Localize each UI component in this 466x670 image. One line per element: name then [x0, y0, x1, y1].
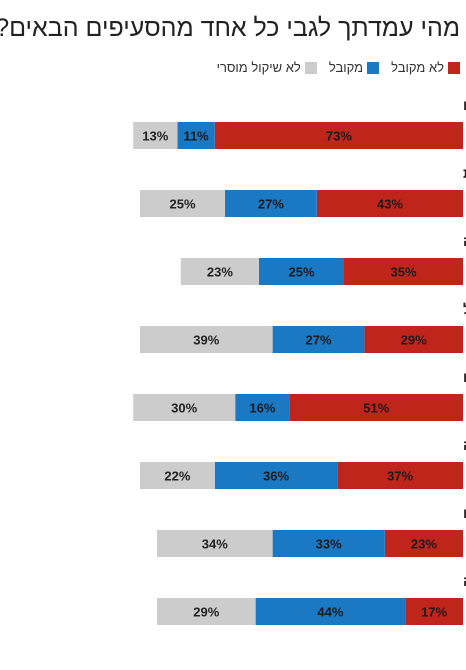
bar-segment: [344, 258, 463, 285]
data-label: 27%: [305, 333, 331, 348]
data-label: 16%: [249, 401, 275, 416]
category-label: הומוסקסואליות: [463, 165, 466, 181]
bar-segment: [157, 598, 256, 625]
bar-segment: [235, 394, 290, 421]
data-label: 30%: [171, 401, 197, 416]
category-label: הפלה: [463, 233, 466, 249]
legend: לא מקובל מקובל לא שיקול מוסרי: [6, 60, 460, 75]
bar-segment: [255, 598, 406, 625]
bar-segment: [133, 122, 178, 149]
data-label: 23%: [207, 265, 233, 280]
legend-item-not-acceptable: לא מקובל: [391, 60, 460, 75]
bar-segment: [140, 326, 273, 353]
chart-title: מהי עמדתך לגבי כל אחד מהסעיפים הבאים?: [0, 14, 460, 42]
legend-label-not-acceptable: לא מקובל: [391, 60, 444, 75]
bar-segment: [133, 394, 236, 421]
legend-label-acceptable: מקובל: [328, 60, 364, 75]
legend-swatch-not-moral-issue: [304, 61, 317, 74]
data-label: 36%: [263, 469, 289, 484]
category-label: יחסי מין לפני החתונה: [463, 437, 466, 453]
data-label: 29%: [193, 605, 219, 620]
bar-segment: [177, 122, 215, 149]
bar-segment: [157, 530, 273, 557]
category-label: שתיית אלכוהול: [463, 301, 466, 317]
bar-segment: [405, 598, 463, 625]
legend-swatch-not-acceptable: [448, 61, 460, 74]
category-label: הימורים: [463, 369, 466, 385]
data-label: 44%: [317, 605, 343, 620]
data-label: 13%: [142, 129, 168, 144]
legend-item-acceptable: מקובל: [328, 60, 380, 75]
data-label: 25%: [169, 197, 195, 212]
data-label: 11%: [183, 129, 209, 144]
data-label: 25%: [288, 265, 314, 280]
data-label: 34%: [202, 537, 228, 552]
data-label: 35%: [390, 265, 416, 280]
data-label: 17%: [421, 605, 447, 620]
bar-segment: [289, 394, 463, 421]
data-label: 33%: [316, 537, 342, 552]
category-label: רומן מחוץ לנישואים: [463, 97, 466, 113]
bar-segment: [140, 190, 225, 217]
data-label: 22%: [164, 469, 190, 484]
bar-segment: [384, 530, 463, 557]
bar-segment: [214, 122, 463, 149]
data-label: 29%: [401, 333, 427, 348]
data-label: 43%: [377, 197, 403, 212]
data-label: 39%: [193, 333, 219, 348]
bar-segment: [180, 258, 259, 285]
legend-label-not-moral-issue: לא שיקול מוסרי: [216, 60, 301, 75]
bar-segment: [364, 326, 463, 353]
bar-segment: [316, 190, 463, 217]
data-label: 73%: [326, 129, 352, 144]
bar-segment: [140, 462, 215, 489]
bar-segment: [272, 326, 365, 353]
bar-segment: [214, 462, 338, 489]
bar-segment: [272, 530, 385, 557]
category-label: שימוש באמצעי מניעה: [463, 573, 466, 589]
bar-segment: [337, 462, 463, 489]
data-label: 37%: [387, 469, 413, 484]
category-label: גירושים: [463, 505, 466, 521]
legend-item-not-moral-issue: לא שיקול מוסרי: [217, 60, 317, 75]
data-label: 23%: [411, 537, 437, 552]
data-label: 27%: [258, 197, 284, 212]
data-label: 51%: [363, 401, 389, 416]
bar-segment: [259, 258, 344, 285]
bar-segment: [225, 190, 317, 217]
legend-swatch-acceptable: [367, 61, 380, 74]
